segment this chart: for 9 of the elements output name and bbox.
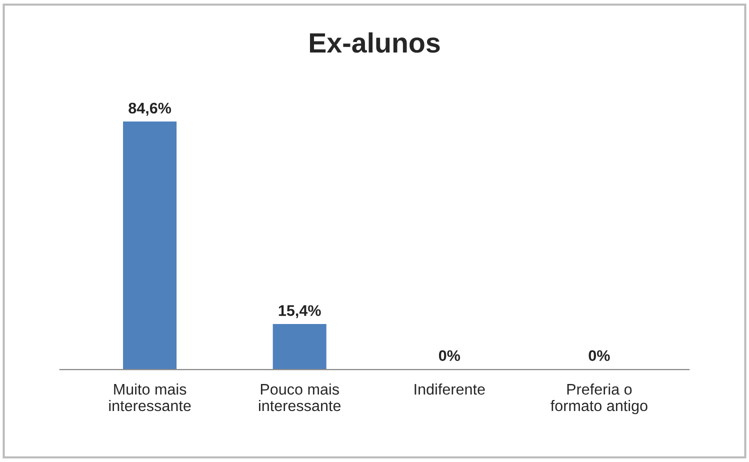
x-tick-label: Preferia o formato antigo	[550, 383, 648, 414]
x-tick-label: Pouco mais interessante	[259, 383, 341, 412]
x-tick-label: Indiferente	[414, 383, 485, 395]
data-label: 0%	[588, 350, 610, 362]
x-tick-label: Muito mais interessante	[109, 383, 191, 412]
data-label: 15,4%	[278, 305, 321, 318]
data-label: 84,6%	[128, 102, 172, 116]
data-label: 0%	[438, 350, 460, 362]
chart-title: Ex-alunos	[310, 32, 440, 53]
